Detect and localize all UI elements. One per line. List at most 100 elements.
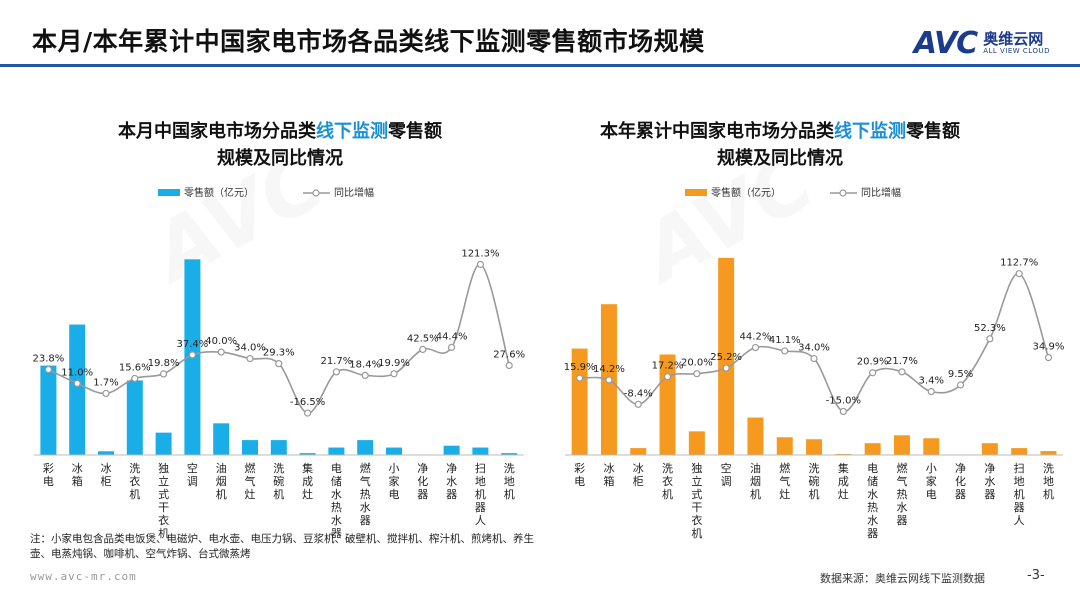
growth-point (505, 361, 513, 370)
growth-point (634, 400, 642, 408)
legend-bar-label: 零售额（亿元） (184, 186, 254, 199)
growth-point (663, 373, 672, 381)
growth-label: 34.9% (1033, 342, 1065, 353)
chart-title-year: 本年累计中国家电市场分品类线下监测零售额 规模及同比情况 (600, 121, 960, 169)
growth-point (217, 348, 225, 356)
growth-label: 121.3% (461, 248, 499, 259)
growth-point (188, 351, 196, 359)
legend-bar-swatch (158, 189, 180, 196)
growth-point (102, 389, 110, 398)
chart-title-month: 本月中国家电市场分品类线下监测零售额 规模及同比情况 (118, 121, 442, 169)
growth-point (693, 370, 701, 378)
legend-bar-swatch (685, 189, 707, 196)
bar (126, 380, 143, 455)
growth-point (304, 409, 312, 417)
growth-point (246, 354, 254, 363)
growth-label: 34.0% (798, 343, 830, 354)
page-title: 本月/本年累计中国家电市场各品类线下监测零售额市场规模 (32, 27, 705, 56)
growth-label: 15.9% (564, 362, 596, 373)
category-label: 洗衣机 (662, 462, 673, 501)
legend-bar-label: 零售额（亿元） (711, 186, 781, 199)
growth-label: -16.5% (290, 397, 325, 408)
category-label: 扫地机器人 (475, 462, 486, 527)
growth-label: 34.0% (234, 343, 266, 354)
footnote: 注：小家电包含品类电饭煲、电磁炉、电水壶、电压力锅、豆浆机、破壁机、搅拌机、榨汁… (30, 533, 534, 560)
category-label: 冰柜 (101, 462, 112, 488)
growth-label: 15.6% (119, 362, 151, 373)
brand-logo: AVC 奥维云网 ALL VIEW CLOUD (914, 26, 1050, 61)
growth-point (44, 365, 53, 374)
growth-label: -15.0% (826, 395, 861, 406)
growth-label: 21.7% (321, 356, 353, 367)
category-label: 冰箱 (603, 462, 614, 488)
growth-label: 25.2% (710, 352, 742, 363)
growth-label: 20.0% (681, 358, 713, 369)
data-source: 数据来源：奥维云网线下监测数据 (820, 572, 985, 585)
bar (357, 440, 374, 455)
legend-line-label: 同比增幅 (861, 186, 901, 199)
growth-point (869, 369, 877, 377)
category-label: 洗碗机 (273, 462, 284, 501)
bar (776, 437, 793, 455)
legend-line-marker (312, 189, 320, 197)
category-label: 独立式干衣机 (158, 462, 169, 540)
growth-label: 21.7% (886, 356, 918, 367)
growth-point (332, 368, 340, 376)
growth-label: 14.2% (593, 364, 625, 375)
legend-line-marker (839, 189, 847, 197)
bar (155, 432, 172, 455)
growth-label: -8.4% (624, 388, 653, 399)
growth-point (605, 376, 613, 384)
category-label: 洗地机 (504, 462, 515, 501)
bar (98, 451, 114, 455)
bar (299, 453, 316, 455)
bar (571, 348, 588, 455)
growth-label: 19.8% (148, 358, 180, 369)
bar (747, 417, 764, 455)
growth-label: 29.3% (263, 348, 295, 359)
category-label: 燃气热水器 (896, 461, 907, 527)
growth-point (275, 360, 283, 368)
page-number: -3- (1027, 568, 1045, 583)
category-label: 油烟机 (216, 461, 227, 501)
category-label: 空调 (721, 461, 732, 488)
growth-label: 1.7% (93, 377, 118, 388)
category-label: 空调 (187, 461, 198, 488)
category-label: 冰箱 (72, 462, 83, 488)
bar (893, 435, 910, 455)
category-label: 净水器 (446, 461, 457, 501)
category-label: 冰柜 (633, 462, 644, 488)
bar (688, 431, 705, 455)
bar (40, 365, 57, 455)
growth-point (448, 343, 456, 351)
bar (1040, 451, 1057, 455)
bar (270, 440, 287, 455)
growth-point (73, 379, 81, 387)
growth-label: 9.5% (948, 369, 973, 380)
bar (69, 324, 86, 455)
bar (981, 443, 998, 455)
category-label: 油烟机 (750, 461, 761, 501)
growth-point (898, 368, 906, 376)
growth-label: 19.9% (378, 358, 410, 369)
category-label: 洗衣机 (129, 462, 140, 501)
category-label: 扫地机器人 (1014, 462, 1025, 527)
bar (472, 447, 489, 455)
growth-label: 20.9% (857, 357, 889, 368)
chart-legend: 零售额（亿元） 同比增幅 (685, 186, 901, 199)
bar (806, 439, 823, 455)
growth-point (810, 354, 818, 363)
bar (630, 448, 647, 455)
bar (328, 447, 345, 455)
growth-label: 40.0% (205, 336, 237, 347)
category-label: 彩电 (574, 462, 585, 488)
category-label: 洗碗机 (809, 462, 820, 501)
growth-point (1044, 354, 1053, 362)
growth-label: 44.4% (436, 331, 468, 342)
category-label: 净化器 (417, 461, 428, 501)
bar (386, 447, 402, 455)
bar (443, 445, 460, 455)
growth-label: 41.1% (769, 335, 801, 346)
category-label: 小家电 (389, 462, 400, 501)
category-label: 燃气热水器 (360, 461, 371, 527)
